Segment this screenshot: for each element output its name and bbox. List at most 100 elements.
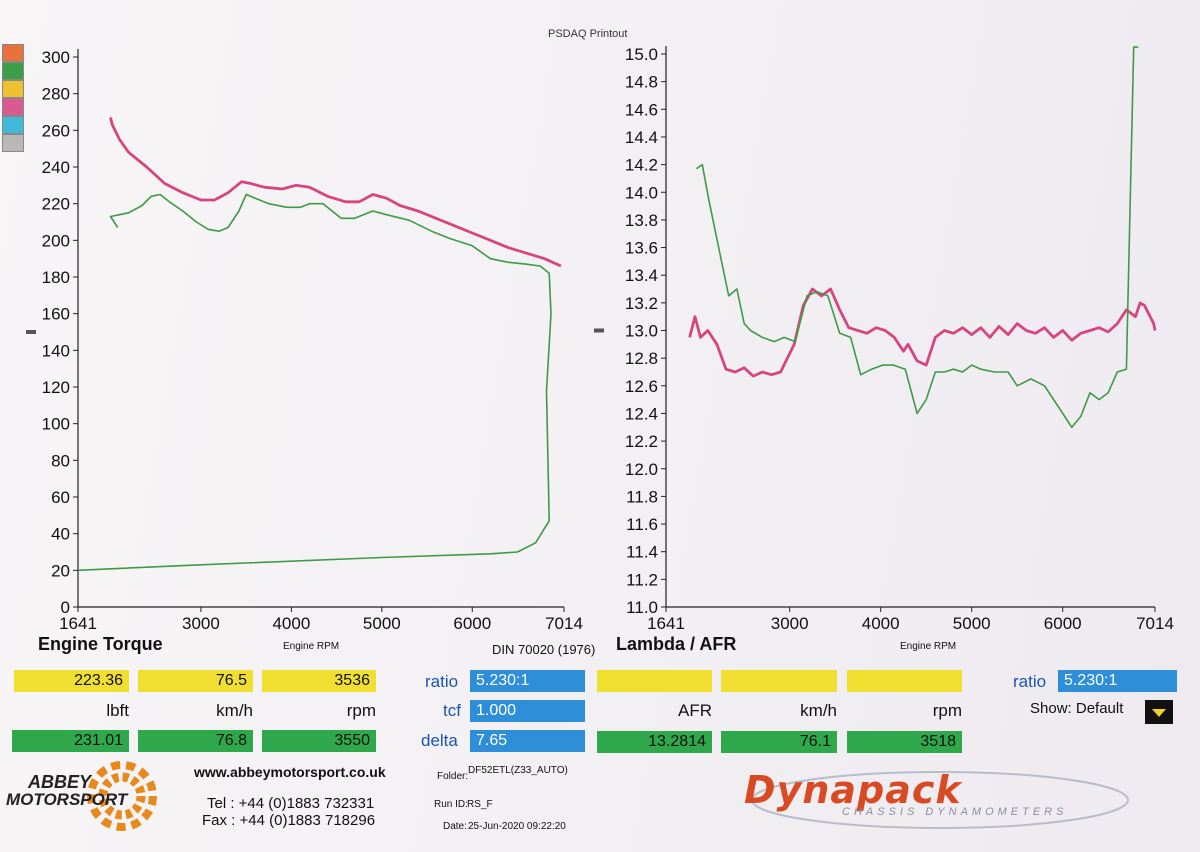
swoosh-icon (751, 771, 1129, 829)
torque-x-tick-label: 1641 (59, 614, 97, 633)
torque-peak-rpm: 3550 (262, 730, 376, 752)
run-value: RS_F (467, 799, 493, 810)
afr-x-tick-label: 3000 (771, 614, 809, 633)
afr-chart: 11.0 11.2 11.4 11.6 11.8 12.0 12.2 12.4 12.6 12.8… (594, 45, 1174, 633)
run-label: Run ID: (434, 799, 468, 810)
unit-afr-kmh: km/h (800, 701, 837, 720)
torque-y-tick-label: 180 (42, 268, 70, 287)
tcf-field[interactable]: 1.000 (470, 700, 585, 722)
torque-y-tick-label: 140 (42, 341, 70, 360)
afr-y-tick-label: 13.8 (625, 211, 658, 230)
torque-y-tick-label: 220 (42, 195, 70, 214)
torque-y-tick-label: 60 (51, 488, 70, 507)
delta-field[interactable]: 7.65 (470, 730, 585, 752)
fax: Fax : +44 (0)1883 718296 (202, 812, 376, 829)
afr-y-tick-label: 15.0 (625, 45, 658, 64)
abbey-logo: ABBEY MOTORSPORT (4, 758, 164, 838)
phone: Tel : +44 (0)1883 732331 (207, 795, 375, 812)
torque-y-tick-label: 300 (42, 48, 70, 67)
legend-swatch (2, 98, 24, 116)
afr-cursor-marker (594, 328, 604, 333)
unit-afr-rpm: rpm (932, 701, 962, 720)
legend-swatch (2, 80, 24, 98)
afr-x-tick-label: 6000 (1044, 614, 1082, 633)
legend-swatch (2, 62, 24, 80)
afr-y-tick-label: 11.0 (626, 598, 658, 617)
afr-x-tick-label: 4000 (862, 614, 900, 633)
folder-label: Folder: (437, 771, 469, 782)
afr-y-tick-label: 13.4 (625, 266, 658, 285)
afr-cursor-kmh (721, 670, 837, 692)
afr-panel-title: Lambda / AFR (616, 634, 737, 654)
torque-y-tick-label: 20 (51, 561, 70, 580)
torque-y-tick-label: 160 (42, 305, 70, 324)
torque-cursor-lbft: 223.36 (14, 670, 129, 692)
afr-x-axis-label: Engine RPM (900, 641, 957, 652)
torque-y-tick-label: 200 (42, 231, 70, 250)
afr-y-tick-label: 12.2 (625, 432, 658, 451)
din-standard: DIN 70020 (1976) (492, 642, 596, 657)
afr-x-tick-label: 5000 (953, 614, 991, 633)
afr-y-tick-label: 13.2 (625, 294, 658, 313)
ratio-label: ratio (425, 672, 459, 691)
delta-label: delta (421, 731, 458, 750)
afr-y-tick-label: 11.6 (626, 515, 658, 534)
torque-series-line-1 (109, 117, 562, 268)
afr-ratio-label: ratio (1013, 672, 1047, 691)
torque-y-tick-label: 100 (42, 415, 70, 434)
torque-y-tick-label: 280 (42, 85, 70, 104)
torque-peak-kmh: 76.8 (138, 730, 253, 752)
afr-y-tick-label: 14.2 (625, 156, 658, 175)
afr-y-tick-label: 12.4 (625, 404, 658, 423)
torque-series-line-2 (77, 193, 552, 572)
afr-ratio-field[interactable]: 5.230:1 (1058, 670, 1177, 692)
afr-y-tick-label: 14.0 (625, 183, 658, 202)
torque-cursor-kmh: 76.5 (138, 670, 253, 692)
afr-peak-afr: 13.2814 (597, 731, 712, 753)
afr-series-line-1 (688, 287, 1157, 378)
unit-kmh: km/h (216, 701, 253, 720)
afr-y-tick-label: 12.8 (625, 349, 658, 368)
afr-y-tick-label: 11.8 (626, 487, 658, 506)
torque-y-tick-label: 260 (42, 121, 70, 140)
dynapack-subtitle: CHASSIS DYNAMOMETERS (842, 806, 1068, 818)
torque-y-tick-label: 120 (42, 378, 70, 397)
website: www.abbeymotorsport.co.uk (194, 764, 386, 780)
legend-swatch (2, 116, 24, 134)
ratio-field[interactable]: 5.230:1 (470, 670, 585, 692)
torque-y-tick-label: 240 (42, 158, 70, 177)
afr-y-tick-label: 13.0 (625, 322, 658, 341)
chevron-down-icon (1152, 709, 1166, 717)
torque-x-tick-label: 4000 (272, 614, 310, 633)
afr-y-tick-label: 13.6 (625, 239, 658, 258)
afr-y-tick-label: 14.6 (625, 100, 658, 119)
torque-y-tick-label: 0 (61, 598, 70, 617)
afr-y-tick-label: 14.4 (625, 128, 658, 147)
sun-logo-icon (87, 761, 157, 831)
afr-peak-kmh: 76.1 (721, 731, 837, 753)
unit-afr: AFR (678, 701, 712, 720)
legend-swatch (2, 44, 24, 62)
afr-x-tick-label: 1641 (647, 614, 685, 633)
logo-text-abbey: ABBEY (28, 772, 92, 792)
unit-lbft: lbft (106, 701, 129, 720)
unit-rpm: rpm (346, 701, 376, 720)
torque-y-tick-label: 80 (51, 451, 70, 470)
logo-text-motorsport: MOTORSPORT (6, 790, 128, 809)
afr-x-tick-label: 7014 (1136, 614, 1174, 633)
afr-series-line-2 (695, 46, 1139, 429)
folder-value: DF52ETL(Z33_AUTO) (468, 765, 568, 776)
legend-swatch (2, 134, 24, 152)
printout-title: PSDAQ Printout (548, 28, 628, 40)
torque-peak-lbft: 231.01 (12, 730, 129, 752)
torque-panel-title: Engine Torque (38, 634, 163, 654)
torque-x-axis-label: Engine RPM (283, 641, 340, 652)
torque-cursor-marker (26, 330, 36, 334)
afr-y-tick-label: 14.8 (625, 73, 658, 92)
torque-x-tick-label: 7014 (545, 614, 583, 633)
date-label: Date: (443, 821, 467, 832)
show-label: Show: Default (1030, 700, 1124, 717)
show-dropdown-button[interactable] (1145, 700, 1173, 724)
afr-y-tick-label: 12.6 (625, 377, 658, 396)
